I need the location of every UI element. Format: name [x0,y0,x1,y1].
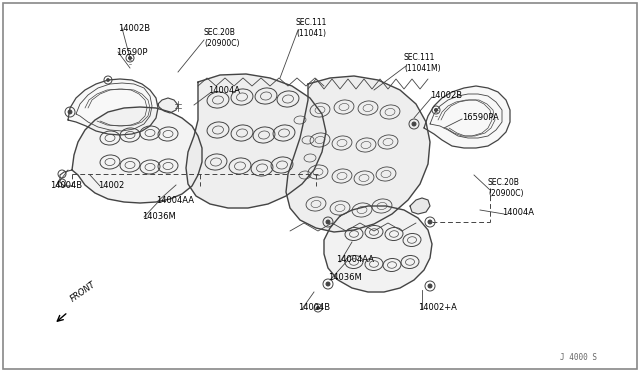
Text: 14004A: 14004A [208,86,240,94]
Text: 16590P: 16590P [116,48,147,57]
Text: 14002B: 14002B [118,23,150,32]
Polygon shape [286,76,430,232]
Circle shape [317,307,319,310]
Text: 14004B: 14004B [50,180,82,189]
Circle shape [412,122,416,126]
Polygon shape [158,98,178,113]
Polygon shape [68,79,158,135]
Text: FRONT: FRONT [69,280,97,304]
Polygon shape [72,107,202,203]
Circle shape [428,220,432,224]
Polygon shape [410,198,430,214]
Text: 14004AA: 14004AA [336,256,374,264]
Text: J 4000 S: J 4000 S [560,353,597,362]
Circle shape [68,110,72,114]
Circle shape [428,284,432,288]
Text: 14036M: 14036M [142,212,176,221]
Text: SEC.20B
(20900C): SEC.20B (20900C) [488,178,524,198]
Text: 14002+A: 14002+A [418,304,457,312]
Text: 14004A: 14004A [502,208,534,217]
Circle shape [326,220,330,224]
Circle shape [106,78,109,81]
Polygon shape [186,74,326,208]
Text: SEC.111
(11041): SEC.111 (11041) [296,18,328,38]
Text: 14002: 14002 [98,180,124,189]
Text: SEC.20B
(20900C): SEC.20B (20900C) [204,28,239,48]
Circle shape [326,282,330,286]
Text: 14036M: 14036M [328,273,362,282]
Polygon shape [324,206,432,292]
Text: 14002B: 14002B [430,90,462,99]
Text: 14004B: 14004B [298,304,330,312]
Circle shape [435,109,438,112]
Text: SEC.111
(11041M): SEC.111 (11041M) [404,53,440,73]
Text: 14004AA: 14004AA [156,196,194,205]
Text: 16590PA: 16590PA [462,112,499,122]
Polygon shape [424,86,510,148]
Circle shape [129,57,131,60]
